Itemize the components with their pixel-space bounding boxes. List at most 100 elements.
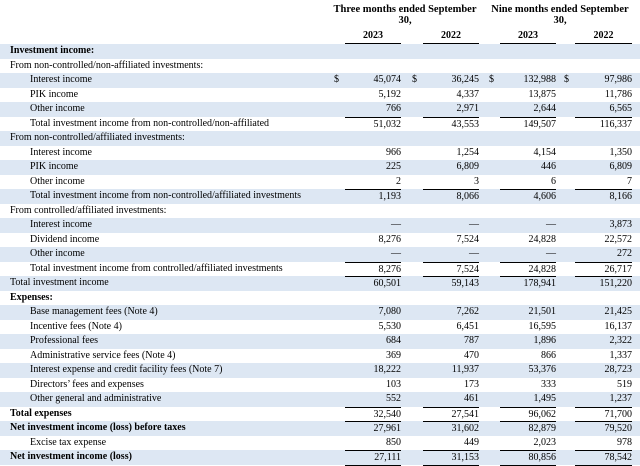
cell-value: 16,595 — [528, 320, 557, 332]
row-label: Interest expense and credit facility fee… — [30, 364, 223, 375]
row-label: Total expenses — [10, 407, 72, 419]
cell-value: — — [391, 248, 401, 259]
row-label: Base management fees (Note 4) — [30, 306, 158, 317]
cell-value: 7,262 — [456, 306, 480, 317]
cell-value: 7,524 — [456, 233, 480, 245]
cell-value: 97,986 — [604, 74, 633, 85]
row-label: Interest income — [30, 146, 92, 158]
cell-value: 272 — [617, 248, 632, 259]
cell-value: 27,541 — [423, 406, 479, 422]
table-row: Interest income 45,074 $36,245 $132,988 $97,… — [0, 73, 640, 88]
cell-value: 766 — [386, 103, 401, 114]
row-label: PIK income — [30, 161, 79, 172]
column-group-header: Three months ended September 30, — [333, 4, 477, 26]
cell-value: 1,350 — [609, 146, 633, 158]
column-year: 2023 — [345, 29, 401, 44]
table-row: Excise tax expense 850 449 2,023 978 — [0, 436, 640, 451]
row-label: Expenses: — [10, 291, 53, 303]
cell-value: 369 — [386, 349, 401, 361]
cell-value: 519 — [617, 378, 632, 390]
cell-value: 32,540 — [345, 406, 401, 422]
table-row: Interest income 966 1,254 4,154 1,350 — [0, 146, 640, 161]
cell-value: 8,276 — [345, 261, 401, 277]
cell-value: 7,524 — [423, 261, 479, 277]
cell-value: 31,602 — [423, 421, 479, 436]
cell-value: 2,971 — [456, 103, 480, 114]
column-group-header: Nine months ended September 30, — [491, 4, 629, 26]
row-label: Incentive fees (Note 4) — [30, 320, 122, 332]
row-label: Dividend income — [30, 233, 100, 245]
cell-value: 27,961 — [345, 421, 401, 436]
cell-value: 684 — [386, 335, 401, 346]
cell-value: 5,530 — [378, 320, 402, 332]
row-label: Other income — [30, 248, 85, 259]
cell-value: 21,425 — [604, 306, 633, 317]
cell-value: 24,828 — [500, 261, 556, 277]
cell-value: 1,237 — [609, 393, 633, 404]
row-label: Total investment income from controlled/… — [30, 262, 283, 274]
currency-symbol: $ — [564, 74, 569, 85]
cell-value: — — [469, 219, 479, 230]
cell-value: 78,542 — [575, 450, 632, 465]
cell-value: 978 — [617, 436, 632, 448]
row-label: Excise tax expense — [30, 436, 107, 448]
row-label: PIK income — [30, 88, 79, 100]
cell-value: 21,501 — [528, 306, 557, 317]
cell-value: 18,222 — [373, 364, 402, 375]
row-label: Total investment income from non-control… — [30, 117, 270, 129]
cell-value: 333 — [541, 378, 556, 390]
cell-value: 966 — [386, 146, 401, 158]
table-row: Professional fees 684 787 1,896 2,322 — [0, 334, 640, 349]
cell-value: 8,066 — [423, 189, 479, 204]
row-label: Directors’ fees and expenses — [30, 378, 144, 390]
cell-value: 2,322 — [609, 335, 633, 346]
table-row: Interest expense and credit facility fee… — [0, 363, 640, 378]
cell-value: 79,520 — [575, 421, 632, 436]
cell-value: 11,786 — [604, 88, 632, 100]
cell-value: 132,988 — [523, 74, 557, 85]
row-label: From non-controlled/affiliated investmen… — [10, 132, 185, 143]
table-row: Other general and administrative 552 461 1,… — [0, 392, 640, 407]
table-row: Base management fees (Note 4) 7,080 7,262 2… — [0, 305, 640, 320]
cell-value: 4,337 — [456, 88, 480, 100]
table-row: Total expenses 32,540 27,541 96,062 71,700 — [0, 406, 640, 422]
table-row: Net investment income (loss) 27,111 31,153… — [0, 450, 640, 466]
row-label: From controlled/affiliated investments: — [10, 204, 167, 216]
table-row: Other income 2 3 6 7 — [0, 175, 640, 190]
cell-value: 787 — [464, 335, 479, 346]
cell-value: 82,879 — [500, 421, 556, 436]
cell-value: 449 — [464, 436, 479, 448]
cell-value: 866 — [541, 349, 556, 361]
cell-value: 552 — [386, 393, 401, 404]
table-row: PIK income 5,192 4,337 13,875 11,786 — [0, 88, 640, 103]
cell-value: 6,809 — [456, 161, 480, 172]
cell-value: 51,032 — [345, 116, 401, 132]
currency-symbol: $ — [412, 74, 417, 85]
table-row: Dividend income 8,276 7,524 24,828 22,572 — [0, 233, 640, 248]
cell-value: 60,501 — [345, 276, 401, 291]
column-year: 2022 — [575, 29, 632, 44]
cell-value: 173 — [464, 378, 479, 390]
cell-value: 2,023 — [533, 436, 557, 448]
table-row: Incentive fees (Note 4) 5,530 6,451 16,595 1… — [0, 320, 640, 335]
cell-value: 3,873 — [609, 219, 633, 230]
cell-value: 1,495 — [533, 393, 557, 404]
cell-value: 8,166 — [575, 189, 632, 204]
cell-value: 1,337 — [609, 349, 633, 361]
cell-value: 71,700 — [575, 406, 632, 422]
cell-value: 6,565 — [609, 103, 633, 114]
column-year: 2023 — [500, 29, 556, 44]
cell-value: 11,937 — [451, 364, 479, 375]
row-label: Investment income: — [10, 45, 95, 56]
cell-value: 7,080 — [378, 306, 402, 317]
cell-value: 36,245 — [451, 74, 480, 85]
cell-value: 26,717 — [575, 261, 632, 277]
table-row: Investment income: — [0, 44, 640, 59]
cell-value: 7 — [627, 175, 632, 187]
cell-value: 149,507 — [500, 116, 556, 132]
table-row: From controlled/affiliated investments: — [0, 204, 640, 219]
cell-value: 103 — [386, 378, 401, 390]
table-row: Total investment income from non-control… — [0, 116, 640, 132]
cell-value: 116,337 — [575, 116, 632, 132]
